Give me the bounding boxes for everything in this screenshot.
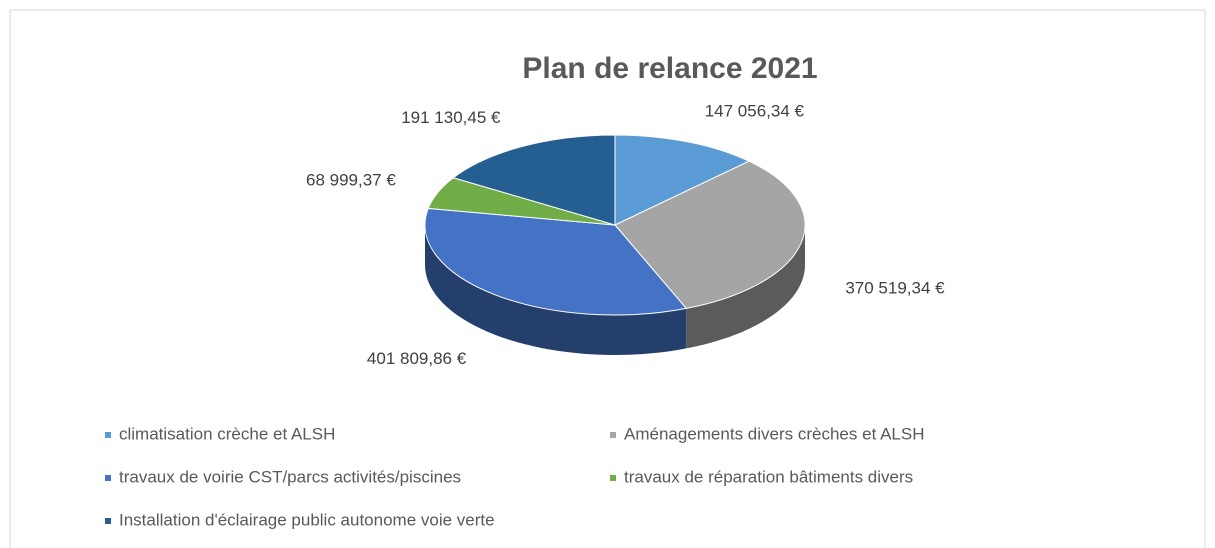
pie-slice [614,160,806,309]
pie-slice [614,134,751,226]
legend-swatch [610,475,616,481]
legend-label: Installation d'éclairage public autonome… [119,510,495,529]
legend-label: travaux de réparation bâtiments divers [624,467,913,486]
data-label: 191 130,45 € [401,108,501,127]
legend-swatch [610,432,616,438]
pie-slice [452,134,616,226]
legend-swatch [105,475,111,481]
legend-swatch [105,518,111,524]
data-label: 147 056,34 € [705,102,805,121]
data-label: 68 999,37 € [306,170,396,189]
legend-label: climatisation crèche et ALSH [119,424,335,443]
pie-side [686,225,805,349]
pie-slice [424,207,688,316]
legend-swatch [105,432,111,438]
chart-title: Plan de relance 2021 [522,52,817,85]
data-label: 370 519,34 € [845,279,945,298]
legend-label: travaux de voirie CST/parcs activités/pi… [119,467,461,486]
pie-side [425,225,687,355]
data-label: 401 809,86 € [367,349,467,368]
legend-label: Aménagements divers crèches et ALSH [624,424,924,443]
